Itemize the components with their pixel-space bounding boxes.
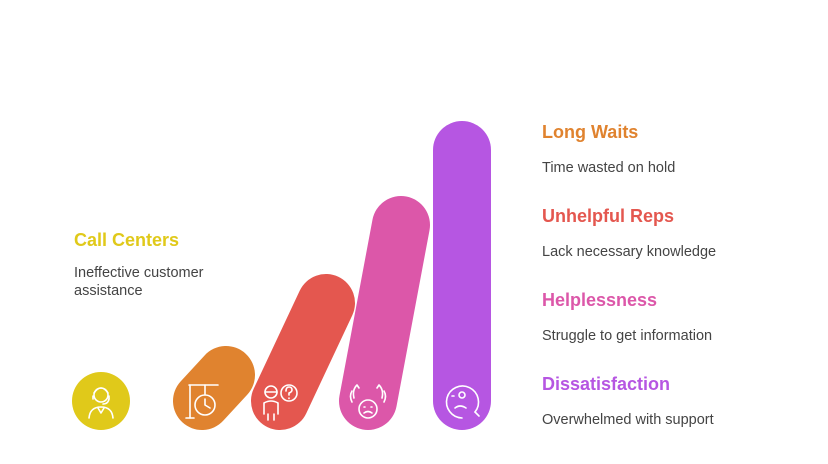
bar-unhelpful-reps bbox=[251, 274, 355, 430]
bar-call-centers bbox=[72, 372, 130, 430]
frustrated-face-icon bbox=[349, 384, 387, 419]
long-waits-title: Long Waits bbox=[542, 122, 639, 142]
call-centers-desc: Ineffective customer assistance bbox=[74, 265, 204, 299]
helplessness-title: Helplessness bbox=[542, 290, 658, 310]
dissatisfaction-desc: Overwhelmed with support bbox=[542, 412, 714, 428]
sad-face-icon bbox=[445, 385, 480, 419]
unhelpful-reps-title: Unhelpful Reps bbox=[542, 206, 675, 226]
customer-service-agent-icon bbox=[88, 387, 114, 419]
waiting-clock-icon bbox=[185, 384, 219, 419]
long-waits-desc: Time wasted on hold bbox=[542, 160, 676, 176]
confused-person-icon bbox=[263, 384, 298, 421]
bar-helplessness bbox=[339, 196, 430, 430]
helplessness-desc: Struggle to get information bbox=[542, 328, 713, 344]
dissatisfaction-title: Dissatisfaction bbox=[542, 374, 671, 394]
call-centers-title: Call Centers bbox=[74, 230, 180, 250]
unhelpful-reps-desc: Lack necessary knowledge bbox=[542, 244, 717, 260]
bar-long-waits bbox=[173, 346, 255, 430]
